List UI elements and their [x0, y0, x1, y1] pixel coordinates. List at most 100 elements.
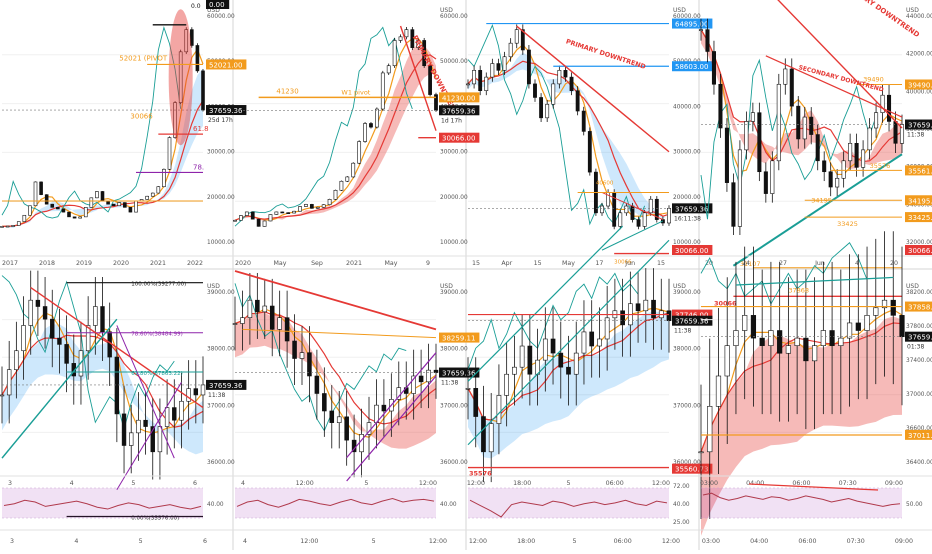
candle-bar	[698, 451, 704, 454]
rsi-time-tick-label: 5	[372, 538, 376, 545]
candle-bar	[336, 416, 342, 423]
currency-label: USD	[207, 7, 220, 14]
rsi-line	[236, 497, 435, 508]
candle-bar	[502, 56, 507, 71]
time-tick-label: 2021	[150, 260, 166, 267]
rsi-line	[469, 499, 668, 518]
candle-bar	[374, 404, 379, 423]
annotation-30066: 30066	[130, 112, 153, 120]
moving-average-slow	[234, 54, 437, 221]
candle-bar	[566, 366, 571, 375]
candle-bar	[620, 310, 625, 326]
currency-label: USD	[207, 283, 220, 290]
primary-downtrend-line	[399, 25, 437, 131]
candle-bar	[496, 63, 501, 71]
time-tick-label: 2022	[187, 260, 203, 267]
candle-bar	[107, 331, 112, 358]
candle-bar	[164, 407, 170, 427]
price-tick-label: 36000.00	[440, 460, 468, 466]
candle-bar	[551, 83, 556, 105]
rsi-time-tick-label: 12:00	[429, 538, 447, 545]
price-tag-text: 37746.00	[675, 312, 708, 320]
rsi-time-tick-label: 04:00	[750, 538, 768, 545]
candle-bar	[473, 388, 479, 417]
annotation-fib-786: 78.60%(38484.99)	[131, 332, 183, 338]
candle-bar	[809, 116, 814, 135]
candle-bar	[802, 116, 807, 140]
candle-bar	[777, 330, 783, 354]
price-tag-text: 34195.00	[908, 197, 932, 205]
candle-bar	[589, 331, 595, 347]
candle-bar	[114, 356, 120, 415]
time-tick-label: 2017	[2, 260, 18, 267]
candle-bar	[575, 90, 580, 112]
price-tag-text: 37659.36	[908, 122, 932, 130]
price-tag-bg	[905, 165, 932, 176]
price-tag: 35560.73	[672, 463, 713, 474]
rsi-band	[2, 488, 203, 518]
annotation-618: 61.8	[193, 125, 209, 133]
time-axis: 4 12:00 5 12:00	[233, 475, 466, 487]
candle-bar	[512, 366, 517, 375]
candle-bar	[145, 195, 149, 200]
time-tick-label: 2020	[113, 260, 129, 267]
time-tick-label: 5	[364, 480, 368, 487]
time-tick-label: 18:00	[513, 480, 531, 487]
lagging-span	[467, 272, 639, 370]
candle-bar	[28, 299, 33, 326]
top-tag-prefix: 0.0	[191, 3, 201, 10]
candle-bar	[733, 330, 739, 346]
countdown-label: 11:38	[208, 392, 225, 399]
time-tick-label: May	[273, 260, 286, 267]
candle-bar	[618, 212, 623, 227]
price-axis: 39000.00 38000.00 37000.00 36000.00 USD 37659…	[206, 283, 247, 466]
downtrend-line	[30, 286, 204, 409]
rsi-time-tick-label: 06:00	[798, 538, 816, 545]
candle-bar	[44, 194, 49, 205]
time-axis: 3 4 5 6	[0, 475, 233, 487]
candle-bar	[56, 207, 60, 210]
annotation-31107: 31107	[740, 260, 761, 268]
candle-bar	[50, 318, 55, 339]
panel-p8: 37868 38200.00 37800.00 37400.00 37000.00 366…	[698, 231, 932, 536]
candle-bar	[186, 388, 191, 402]
annotation-pivot: 52021 (PIVOT	[119, 54, 168, 62]
rsi-time-tick-label: 3	[10, 538, 14, 545]
candle-bar	[0, 394, 5, 397]
candle-bar	[380, 72, 385, 110]
downtrend-line	[234, 270, 437, 331]
candle-bar	[874, 112, 879, 129]
price-tag-text: 37858.00	[908, 304, 932, 312]
time-tick-label: 4	[241, 480, 245, 487]
candle-bar	[128, 207, 133, 213]
price-tick-label: 39000.00	[207, 290, 235, 296]
ichimoku-cloud	[701, 316, 902, 536]
price-tag-text: 33425.00	[908, 214, 932, 222]
price-tag: 37659.36	[905, 119, 932, 130]
top-trendline	[735, 276, 894, 286]
candle-bar	[201, 70, 205, 111]
candle-bar	[344, 416, 349, 441]
last-price-tag-text: 37659.36	[675, 205, 709, 213]
annotation-30066: 30066	[614, 260, 632, 266]
candle-bar	[768, 330, 774, 346]
rsi-time-axis-p7: 12:00 18:00 5 06:00 12:00	[469, 538, 680, 545]
candle-bar	[648, 198, 653, 214]
candle-bar	[351, 162, 356, 178]
time-tick-label: 2021	[346, 260, 362, 267]
price-tag-bg	[439, 367, 480, 378]
candle-bar	[321, 204, 326, 208]
candle-bar	[150, 192, 155, 197]
candle-bar	[428, 65, 432, 95]
candle-bar	[478, 70, 483, 91]
price-tag: 30066.00	[905, 245, 932, 255]
price-tag-text: 37011.83	[908, 432, 932, 440]
price-tag-bg	[905, 195, 932, 206]
rsi-band	[701, 488, 902, 518]
candle-bar	[472, 70, 477, 85]
rsi-band	[468, 488, 669, 518]
price-tick-label: 36000.00	[673, 460, 701, 466]
rsi-tick-label: 25.00	[673, 520, 690, 526]
price-tick-label: 39000.00	[440, 290, 468, 296]
candle-bar	[624, 205, 629, 214]
